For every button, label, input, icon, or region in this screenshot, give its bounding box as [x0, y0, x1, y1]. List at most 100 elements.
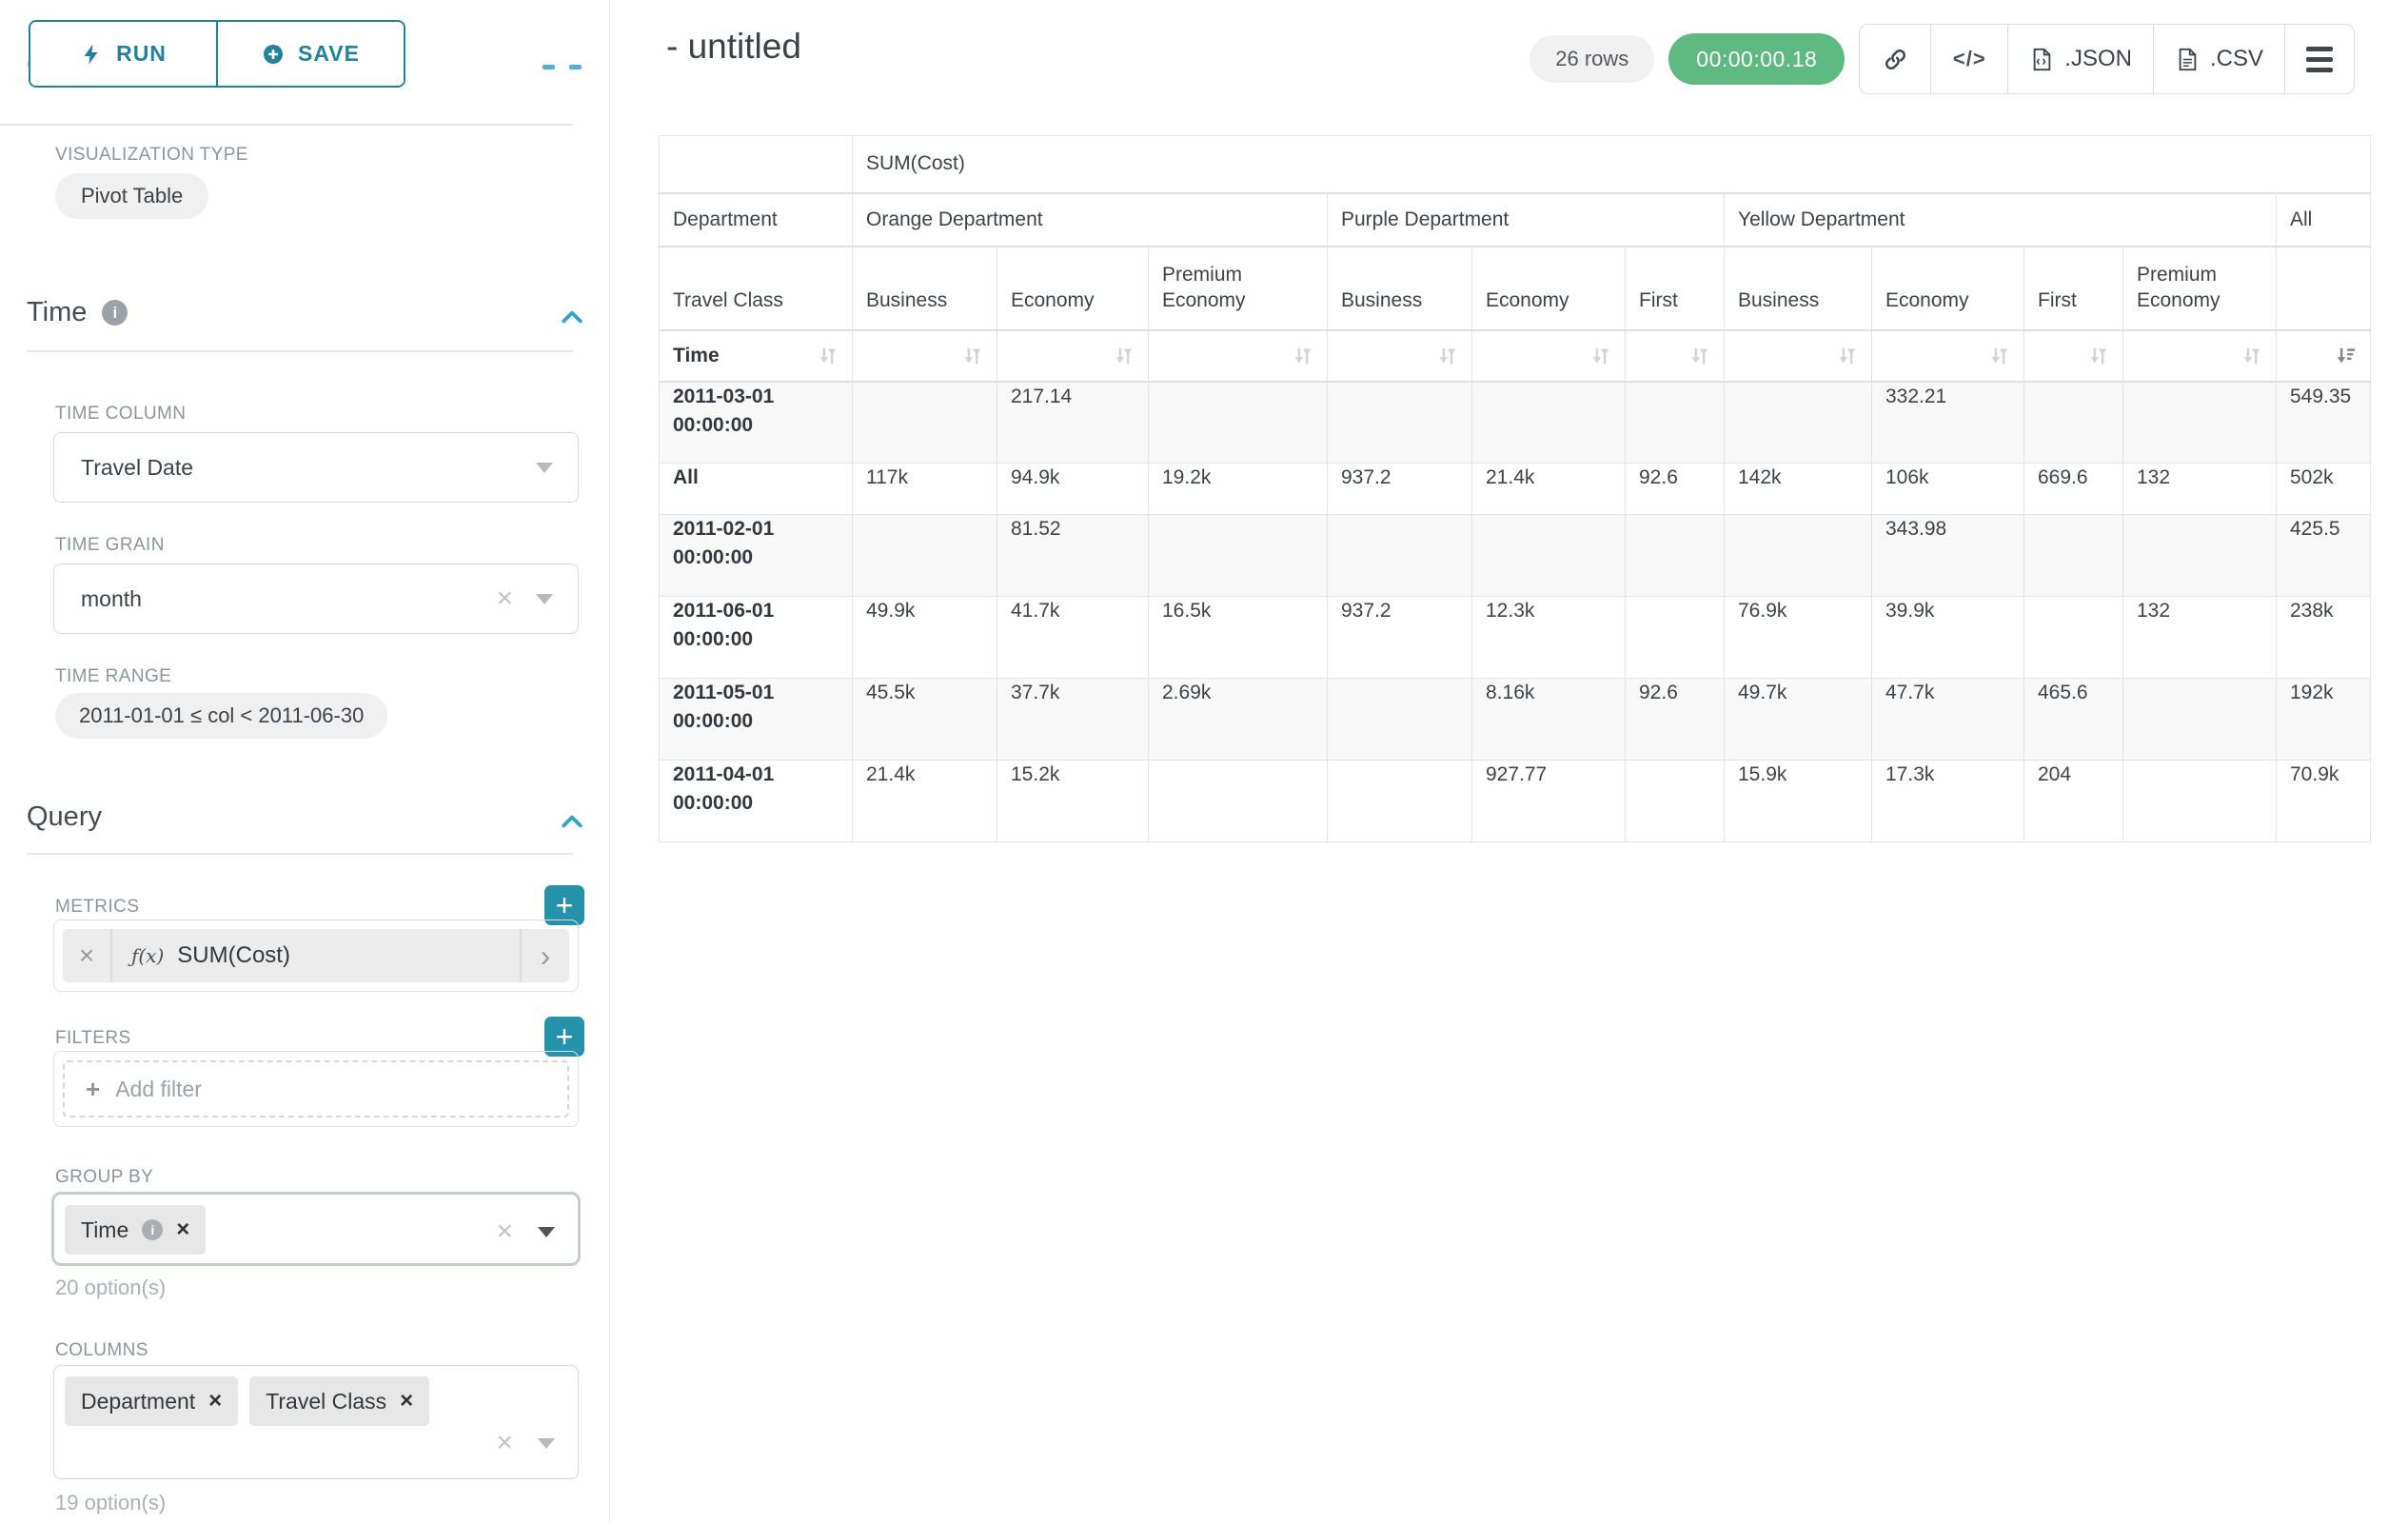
value-cell: 192k	[2275, 678, 2372, 761]
add-filter-label: Add filter	[115, 1076, 202, 1101]
value-cell: 39.9k	[1871, 596, 2024, 679]
clear-icon[interactable]: ×	[496, 1427, 513, 1458]
travel-class-header: Business	[852, 246, 997, 331]
pivot-table-panel: SUM(Cost) Department Orange Department Purp…	[659, 135, 2372, 842]
pivot-table: SUM(Cost) Department Orange Department Purp…	[659, 135, 2372, 842]
columns-options-hint: 19 option(s)	[55, 1491, 167, 1514]
export-json-button[interactable]: .JSON	[2007, 25, 2153, 93]
decorative-dot	[543, 65, 555, 69]
sort-column-header[interactable]	[852, 329, 997, 383]
column-group-header: Orange Department	[852, 192, 1328, 247]
remove-chip-icon[interactable]: ×	[208, 1388, 223, 1414]
value-cell: 332.21	[1871, 381, 2024, 464]
sort-column-header[interactable]	[1625, 329, 1725, 383]
value-cell: 425.5	[2275, 514, 2372, 597]
chip-label: Department	[81, 1388, 196, 1414]
chevron-right-icon[interactable]: ›	[540, 939, 551, 973]
value-cell: 37.7k	[997, 678, 1149, 761]
columns-chip[interactable]: Department ×	[65, 1376, 239, 1426]
sort-column-header[interactable]	[2122, 329, 2277, 383]
add-metric-button[interactable]: +	[544, 885, 584, 925]
value-cell	[1148, 760, 1328, 842]
time-grain-select[interactable]: month ×	[53, 564, 579, 634]
run-button[interactable]: RUN	[30, 22, 216, 86]
group-by-chip[interactable]: Time i ×	[65, 1205, 207, 1255]
value-cell: 927.77	[1471, 760, 1626, 842]
clear-icon[interactable]: ×	[496, 1216, 513, 1247]
group-by-select[interactable]: Time i × ×	[51, 1192, 581, 1266]
decorative-dot	[569, 65, 582, 69]
value-cell: 132	[2122, 596, 2277, 679]
travel-class-header: First	[2023, 246, 2123, 331]
travel-class-header: First	[1625, 246, 1725, 331]
value-cell: 17.3k	[1871, 760, 2024, 842]
sort-column-header[interactable]	[1148, 329, 1328, 383]
value-cell	[1724, 514, 1872, 597]
value-cell	[1327, 381, 1472, 464]
table-row: 2011-03-01 00:00:00 217.14 332.21 549.35	[659, 381, 2372, 464]
value-cell: 15.2k	[997, 760, 1149, 842]
row-header-cell: 2011-02-01 00:00:00	[659, 514, 853, 597]
value-cell	[2023, 514, 2123, 597]
value-cell	[1625, 596, 1725, 679]
value-cell	[1625, 514, 1725, 597]
group-by-label: GROUP BY	[55, 1167, 154, 1187]
metric-chip[interactable]: × ƒ(x) SUM(Cost) ›	[63, 929, 569, 982]
export-csv-button[interactable]: .CSV	[2152, 25, 2284, 93]
value-cell: 117k	[852, 463, 997, 515]
value-cell: 16.5k	[1148, 596, 1328, 679]
visualization-type-pill[interactable]: Pivot Table	[55, 173, 209, 219]
clear-icon[interactable]: ×	[496, 583, 513, 614]
divider	[27, 350, 573, 352]
query-duration-badge: 00:00:00.18	[1668, 33, 1845, 85]
hamburger-icon	[2306, 46, 2333, 72]
remove-chip-icon[interactable]: ×	[400, 1388, 414, 1414]
value-cell: 94.9k	[997, 463, 1149, 515]
remove-chip-icon[interactable]: ×	[176, 1216, 190, 1242]
sort-column-header[interactable]	[1471, 329, 1626, 383]
function-icon: ƒ(x)	[131, 944, 165, 967]
time-grain-value: month	[81, 585, 142, 611]
plus-icon: +	[86, 1074, 101, 1103]
row-header-cell: 2011-04-01 00:00:00	[659, 760, 853, 842]
run-save-button-group: RUN SAVE	[29, 20, 405, 88]
chart-title[interactable]: - untitled	[666, 27, 801, 66]
add-filter-button[interactable]: + Add filter	[63, 1060, 569, 1118]
control-panel: Chart Type RUN SAVE VISUALIZATION TYPE P…	[0, 0, 610, 1523]
value-cell	[1625, 381, 1725, 464]
travel-class-header: Economy	[997, 246, 1149, 331]
value-cell	[2122, 514, 2277, 597]
code-icon: </>	[1952, 47, 1986, 70]
value-cell	[1471, 514, 1626, 597]
sort-column-header[interactable]	[1327, 329, 1472, 383]
chevron-down-icon	[538, 1226, 555, 1237]
value-cell: 49.9k	[852, 596, 997, 679]
menu-button[interactable]	[2284, 25, 2354, 93]
time-sort-header[interactable]: Time	[659, 329, 853, 383]
value-cell: 19.2k	[1148, 463, 1328, 515]
sort-column-header-all[interactable]	[2275, 329, 2372, 383]
share-link-button[interactable]	[1860, 25, 1930, 93]
chevron-up-icon[interactable]	[558, 303, 586, 331]
chip-label: Time	[81, 1216, 129, 1242]
value-cell: 238k	[2275, 596, 2372, 679]
travel-class-header: Premium Economy	[2122, 246, 2277, 331]
chip-label: Travel Class	[266, 1388, 387, 1414]
sort-column-header[interactable]	[2023, 329, 2123, 383]
columns-chip[interactable]: Travel Class ×	[249, 1376, 430, 1426]
chevron-down-icon	[536, 462, 553, 473]
value-cell: 81.52	[997, 514, 1149, 597]
sort-column-header[interactable]	[1724, 329, 1872, 383]
chevron-up-icon[interactable]	[558, 807, 586, 836]
value-cell	[1148, 514, 1328, 597]
columns-select[interactable]: Department × Travel Class × ×	[53, 1365, 579, 1479]
sort-column-header[interactable]	[997, 329, 1149, 383]
sort-column-header[interactable]	[1871, 329, 2024, 383]
embed-code-button[interactable]: </>	[1930, 25, 2007, 93]
info-icon: i	[102, 300, 128, 326]
time-range-pill[interactable]: 2011-01-01 ≤ col < 2011-06-30	[55, 693, 388, 739]
remove-metric-icon[interactable]: ×	[63, 929, 112, 982]
save-button[interactable]: SAVE	[216, 22, 404, 86]
add-filter-plus-button[interactable]: +	[544, 1017, 584, 1057]
time-column-select[interactable]: Travel Date	[53, 432, 579, 503]
